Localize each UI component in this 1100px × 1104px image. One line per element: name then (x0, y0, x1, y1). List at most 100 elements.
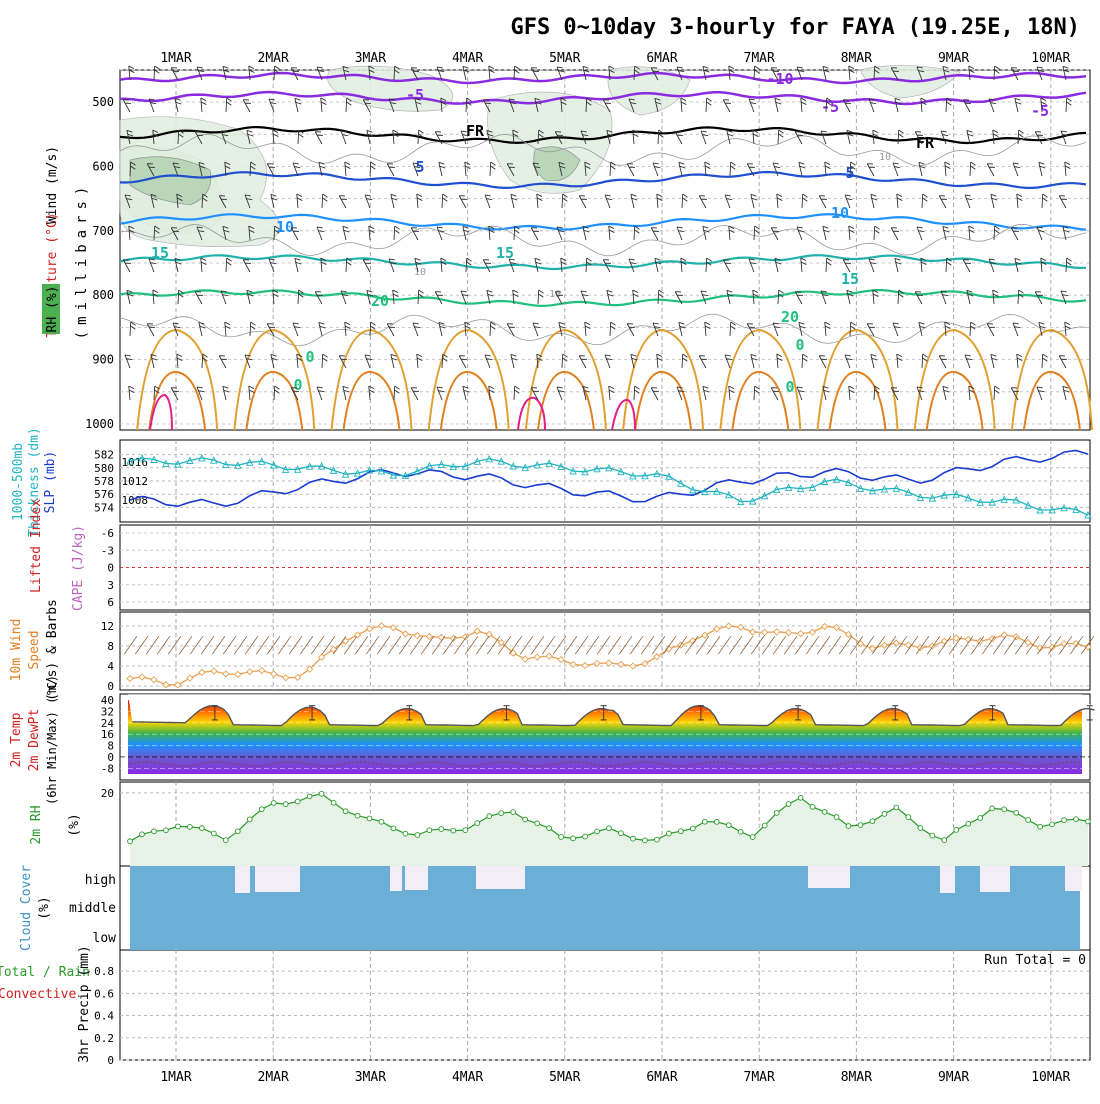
wind-speed-marker (784, 629, 793, 637)
barb-flag (555, 131, 562, 133)
barb-flag (895, 261, 902, 265)
barb-flag (466, 257, 472, 262)
barb-flag (1018, 133, 1024, 138)
barb-flag (488, 65, 495, 70)
barb-flag (460, 130, 467, 133)
thickness-marker (473, 457, 482, 465)
wind-speed-marker (617, 660, 625, 668)
barb-staff (222, 226, 227, 241)
barb-flag (774, 166, 781, 169)
barb-flag (847, 133, 854, 137)
wind-barb (752, 289, 759, 305)
barb-staff (654, 98, 659, 113)
wind-barb (890, 67, 899, 81)
barb-flag (874, 389, 880, 394)
date-label-top: 9MAR (938, 51, 969, 66)
barb-staff (892, 322, 899, 337)
barb-flag (316, 386, 323, 389)
barb-staff (290, 387, 299, 401)
barb-flag (440, 101, 447, 105)
barb-staff (772, 162, 779, 177)
barb-flag (994, 229, 1000, 234)
wind-barb (896, 353, 903, 369)
wind-barb (825, 97, 832, 113)
barb-flag (437, 134, 443, 136)
barb-flag (150, 262, 157, 265)
barb-flag (850, 161, 856, 166)
barb-flag (727, 293, 734, 297)
barb-staff (368, 226, 371, 241)
barb-flag (438, 70, 445, 73)
thickness-tick: 576 (94, 488, 114, 501)
barb-flag (1016, 353, 1023, 358)
li-tick: -6 (101, 527, 114, 540)
barb-flag (752, 129, 759, 134)
barb-flag (730, 165, 736, 170)
barb-staff (582, 386, 587, 401)
wind-barb (873, 65, 880, 81)
barb-flag (819, 195, 826, 197)
rh-marker (1061, 817, 1067, 824)
surface-wind-barb (893, 635, 908, 655)
wind-barb (176, 353, 183, 369)
wind-barb (122, 99, 131, 113)
wind-barb (800, 257, 807, 273)
wind-barb (848, 385, 855, 401)
wind-barb (820, 130, 829, 145)
wind-barb (342, 65, 350, 81)
thickness-marker (1012, 496, 1020, 504)
wind-barb (417, 289, 424, 305)
barb-flag (607, 133, 614, 137)
wind-barb (513, 65, 520, 81)
barb-flag (723, 99, 730, 101)
thickness-marker (281, 465, 290, 473)
wind-barb (174, 97, 182, 113)
barb-flag (538, 293, 544, 298)
barb-flag (820, 290, 827, 293)
barb-flag (990, 102, 997, 105)
barb-staff (870, 354, 875, 369)
surface-barb-staff (354, 635, 369, 655)
wind-barb (1065, 97, 1072, 113)
barb-staff (968, 226, 971, 241)
barb-flag (244, 194, 251, 197)
barb-flag (1013, 390, 1019, 392)
wind-barb (338, 195, 347, 209)
barb-flag (172, 162, 179, 165)
wind-barb (321, 193, 328, 209)
barb-staff (800, 98, 803, 113)
barb-flag (944, 321, 951, 326)
wind-barb (513, 225, 520, 241)
barb-flag (366, 289, 373, 293)
wind-barb (872, 129, 879, 145)
wind-barb (796, 66, 805, 81)
barb-flag (512, 129, 519, 134)
wind-barb (680, 257, 687, 273)
wind-barb (705, 257, 712, 273)
rh-marker (701, 818, 708, 825)
wind-barb (414, 257, 422, 273)
wind-barb (770, 227, 779, 241)
barb-flag (586, 101, 592, 106)
barb-flag (726, 129, 733, 133)
barb-flag (226, 257, 232, 262)
surface-barb-staff (871, 635, 886, 655)
barb-staff (1010, 227, 1019, 241)
barb-staff (129, 161, 132, 177)
surface-barb-staff (618, 635, 633, 655)
surface-barb-staff (948, 635, 963, 655)
barb-flag (274, 225, 280, 230)
barb-staff (153, 385, 156, 401)
barb-flag (680, 101, 687, 105)
barb-flag (826, 101, 832, 106)
barb-flag (174, 97, 181, 101)
wind-barb (700, 290, 709, 305)
wind-barb (198, 161, 206, 177)
barb-flag (942, 134, 949, 137)
wind-barb (316, 226, 325, 241)
wind-barb (464, 321, 471, 337)
barb-flag (437, 294, 443, 296)
barb-flag (964, 194, 971, 197)
barb-flag (868, 258, 875, 261)
